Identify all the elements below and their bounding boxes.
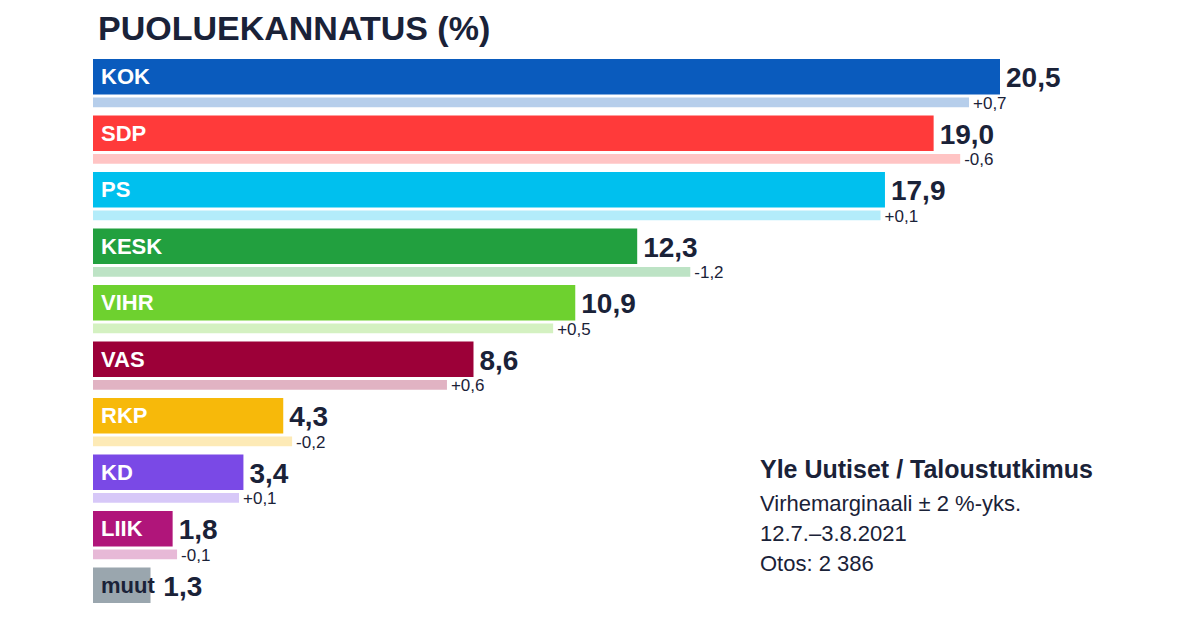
svg-text:4,3: 4,3 — [289, 401, 328, 432]
svg-text:12,3: 12,3 — [643, 232, 698, 263]
svg-text:LIIK: LIIK — [101, 516, 143, 541]
svg-text:+0,1: +0,1 — [243, 489, 277, 508]
svg-text:SDP: SDP — [101, 121, 146, 146]
svg-text:-1,2: -1,2 — [694, 263, 723, 282]
svg-text:19,0: 19,0 — [940, 119, 995, 150]
svg-text:3,4: 3,4 — [249, 458, 288, 489]
svg-text:+0,7: +0,7 — [973, 94, 1007, 113]
svg-text:1,8: 1,8 — [179, 514, 218, 545]
svg-text:VAS: VAS — [101, 347, 145, 372]
svg-text:Otos: 2 386: Otos: 2 386 — [760, 551, 874, 576]
svg-text:-0,6: -0,6 — [964, 150, 993, 169]
svg-text:8,6: 8,6 — [479, 345, 518, 376]
svg-text:-0,1: -0,1 — [181, 546, 210, 565]
svg-text:+0,6: +0,6 — [451, 376, 485, 395]
svg-text:KESK: KESK — [101, 234, 162, 259]
svg-text:20,5: 20,5 — [1006, 62, 1061, 93]
svg-text:12.7.–3.8.2021: 12.7.–3.8.2021 — [760, 521, 907, 546]
svg-text:+0,1: +0,1 — [885, 207, 919, 226]
svg-text:-0,2: -0,2 — [296, 433, 325, 452]
svg-text:17,9: 17,9 — [891, 175, 946, 206]
svg-text:PUOLUEKANNATUS (%): PUOLUEKANNATUS (%) — [98, 9, 490, 47]
svg-text:1,3: 1,3 — [163, 571, 202, 602]
svg-text:VIHR: VIHR — [101, 290, 154, 315]
svg-text:+0,5: +0,5 — [557, 320, 591, 339]
svg-text:KD: KD — [101, 460, 133, 485]
svg-text:KOK: KOK — [101, 64, 150, 89]
svg-text:Yle Uutiset / Taloustutkimus: Yle Uutiset / Taloustutkimus — [760, 455, 1093, 483]
svg-text:10,9: 10,9 — [581, 288, 636, 319]
svg-text:RKP: RKP — [101, 403, 147, 428]
svg-text:muut: muut — [101, 573, 155, 598]
svg-text:Virhemarginaali ± 2 %-yks.: Virhemarginaali ± 2 %-yks. — [760, 491, 1021, 516]
svg-text:PS: PS — [101, 177, 130, 202]
